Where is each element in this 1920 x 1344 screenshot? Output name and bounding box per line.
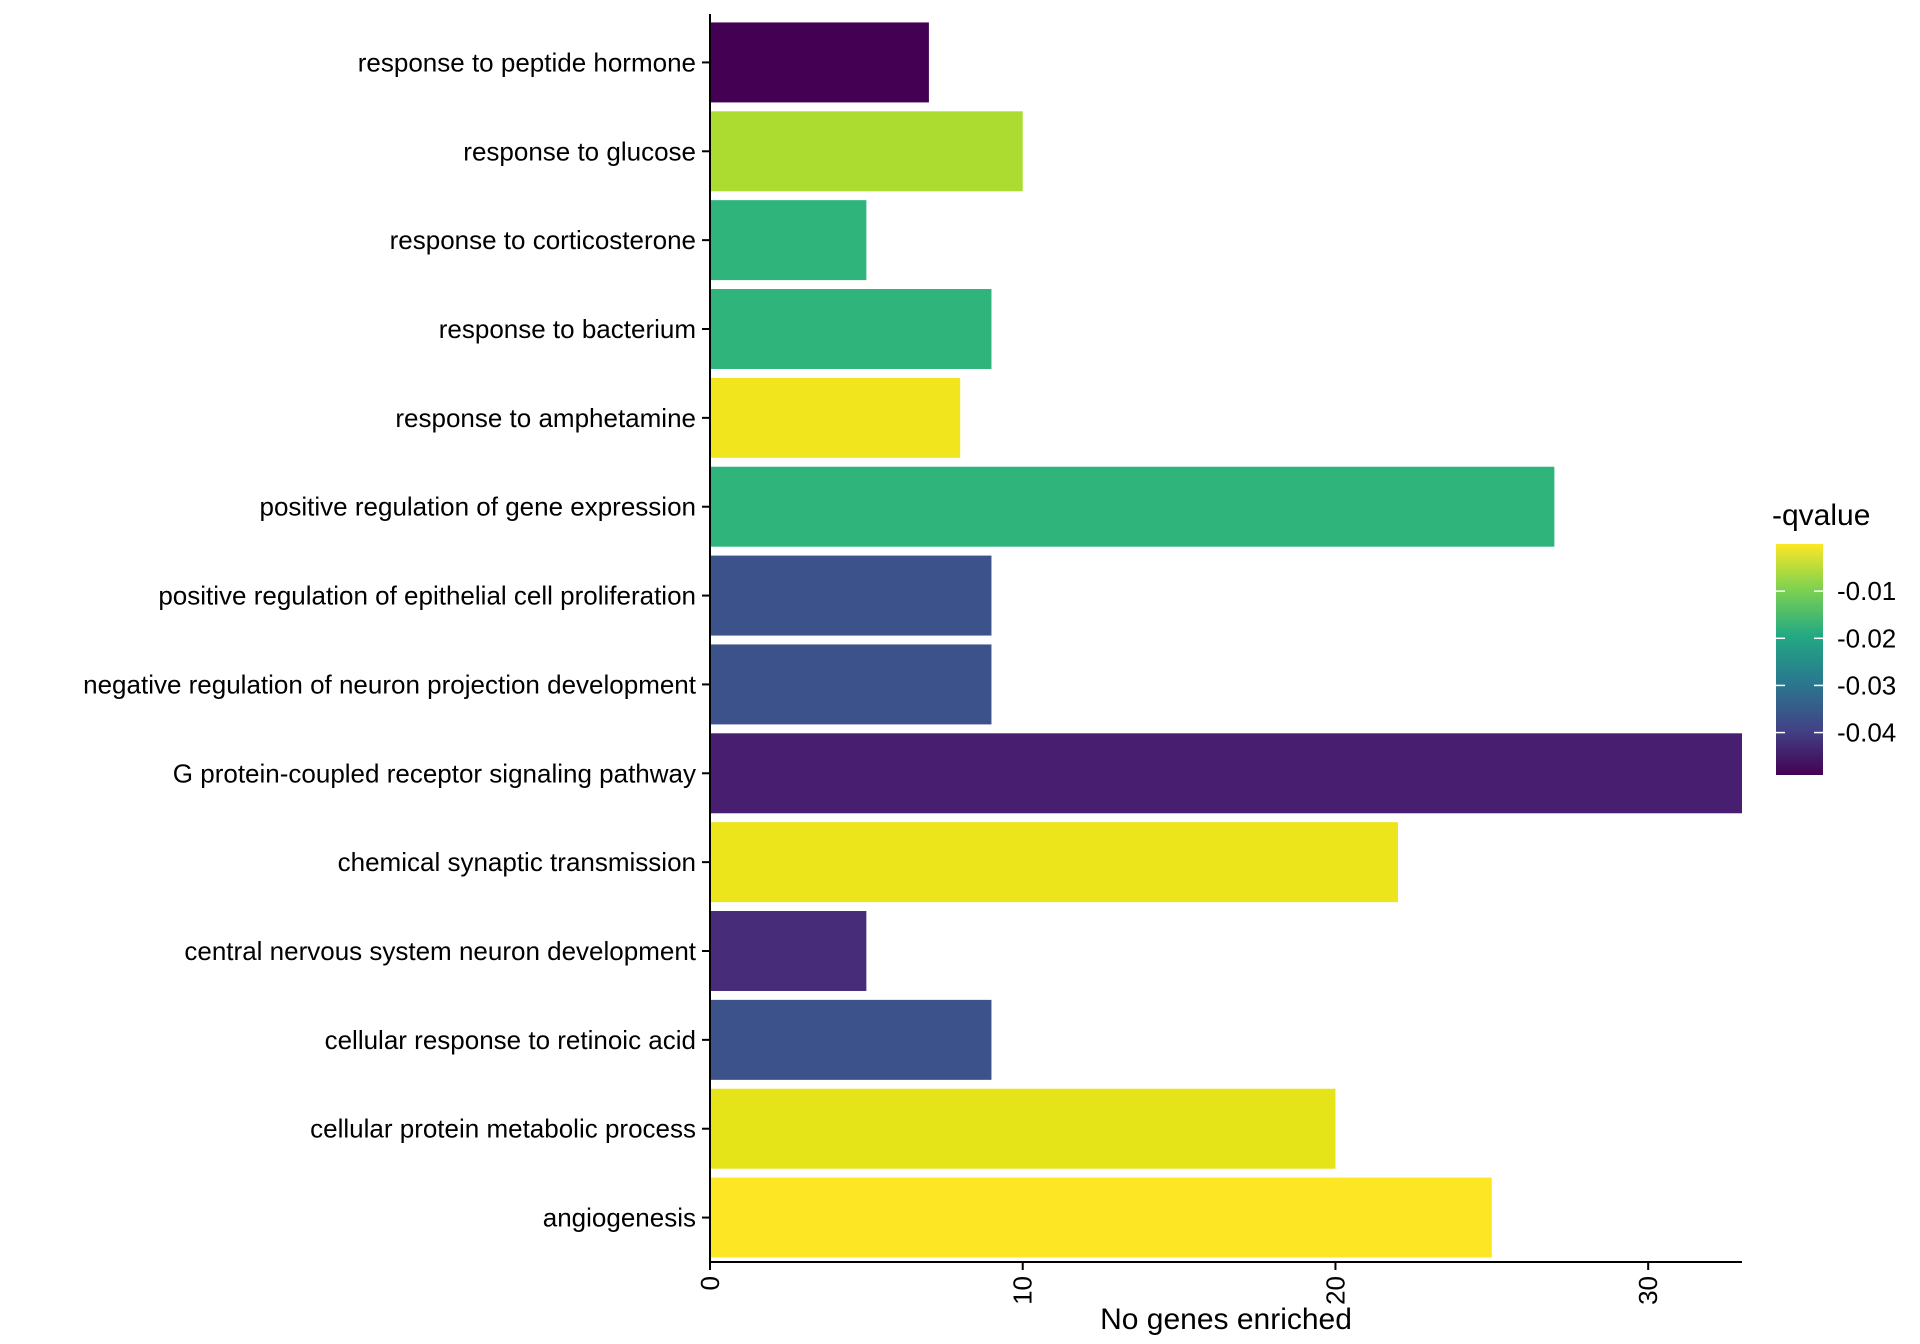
category-label: response to glucose [463,136,696,166]
legend-tick-label: -0.01 [1837,576,1896,606]
category-label: response to amphetamine [395,403,696,433]
bar [710,644,992,725]
x-axis-title: No genes enriched [1100,1303,1352,1336]
category-label: response to corticosterone [390,225,696,255]
legend-colorbar [1776,544,1823,775]
bar [710,22,929,103]
bars-group [710,22,1742,1258]
category-label: positive regulation of epithelial cell p… [158,581,696,611]
bar [710,999,992,1080]
color-legend: -qvalue -0.01 -0.02 -0.03 -0.04 [1772,499,1896,775]
x-tick-label: 0 [695,1276,725,1290]
y-axis-ticks [702,61,710,1219]
bar [710,1088,1336,1169]
bar [710,822,1398,903]
category-label: chemical synaptic transmission [338,847,696,877]
legend-ticks: -0.01 -0.02 -0.03 -0.04 [1776,576,1896,748]
legend-tick-label: -0.02 [1837,623,1896,653]
x-tick-label: 10 [1008,1276,1038,1305]
category-label: negative regulation of neuron projection… [83,669,697,699]
category-label: G protein-coupled receptor signaling pat… [173,758,696,788]
bar [710,466,1555,547]
legend-title: -qvalue [1772,499,1870,532]
bar [710,111,1023,192]
bar [710,911,867,991]
bar [710,289,992,369]
category-label: central nervous system neuron developmen… [184,936,696,966]
bar [710,377,961,458]
bar [710,200,867,281]
category-label: response to bacterium [439,314,696,344]
category-label: response to peptide hormone [358,47,696,77]
category-labels: response to peptide hormone response to g… [83,47,697,1232]
x-tick-label: 20 [1320,1276,1350,1305]
bar [710,1177,1492,1258]
bar [710,555,992,636]
bar [710,733,1742,814]
category-label: cellular protein metabolic process [310,1114,696,1144]
legend-tick-label: -0.03 [1837,670,1896,700]
legend-tick-label: -0.04 [1837,718,1896,748]
x-axis-ticks: 0 10 20 30 [695,1262,1663,1305]
category-label: positive regulation of gene expression [259,492,696,522]
category-label: cellular response to retinoic acid [325,1025,696,1055]
category-label: angiogenesis [543,1203,696,1233]
x-tick-label: 30 [1633,1276,1663,1305]
